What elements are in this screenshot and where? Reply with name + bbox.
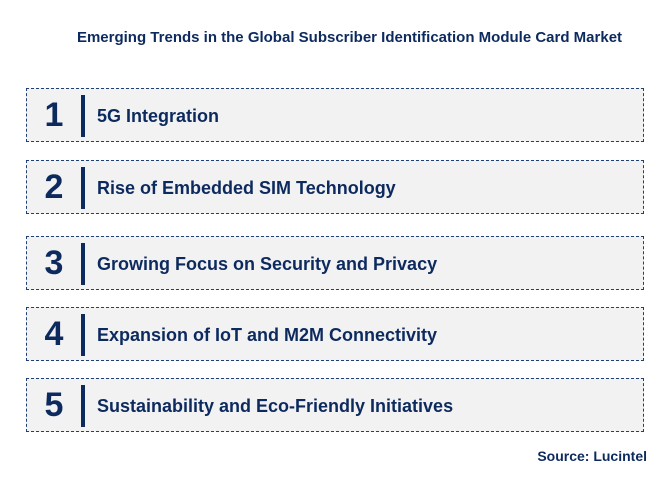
trend-number: 3 — [44, 244, 64, 282]
trend-number: 4 — [44, 315, 64, 353]
trend-label: Expansion of IoT and M2M Connectivity — [97, 325, 438, 345]
trend-label: 5G Integration — [97, 106, 220, 126]
divider — [81, 95, 85, 137]
trend-number: 5 — [44, 386, 64, 424]
divider — [81, 385, 85, 427]
trend-number: 1 — [44, 96, 64, 134]
trend-label: Growing Focus on Security and Privacy — [97, 254, 438, 274]
divider — [81, 314, 85, 356]
trend-item: 4 Expansion of IoT and M2M Connectivity — [26, 307, 644, 361]
divider — [81, 167, 85, 209]
trend-number: 2 — [44, 168, 64, 206]
trend-item: 1 5G Integration — [26, 88, 644, 142]
source-note: Source: Lucintel — [537, 448, 647, 464]
trend-label: Rise of Embedded SIM Technology — [97, 178, 396, 198]
trend-item: 2 Rise of Embedded SIM Technology — [26, 160, 644, 214]
divider — [81, 243, 85, 285]
diagram-title: Emerging Trends in the Global Subscriber… — [76, 29, 623, 46]
trend-item: 5 Sustainability and Eco-Friendly Initiat… — [26, 378, 644, 432]
trend-label: Sustainability and Eco-Friendly Initiati… — [97, 396, 454, 416]
trend-item: 3 Growing Focus on Security and Privacy — [26, 236, 644, 290]
